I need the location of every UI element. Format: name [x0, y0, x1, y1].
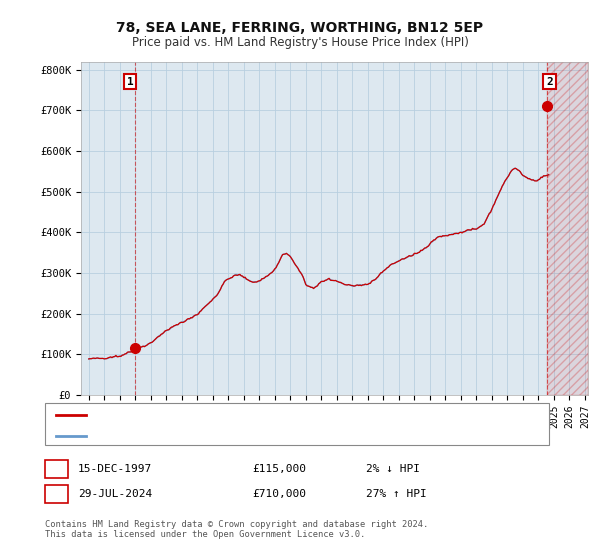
Text: 2: 2 — [546, 77, 553, 87]
Text: £115,000: £115,000 — [252, 464, 306, 474]
Text: 29-JUL-2024: 29-JUL-2024 — [78, 489, 152, 499]
Text: HPI: Average price, detached house, Arun: HPI: Average price, detached house, Arun — [91, 431, 331, 441]
Text: Contains HM Land Registry data © Crown copyright and database right 2024.
This d: Contains HM Land Registry data © Crown c… — [45, 520, 428, 539]
Text: 1: 1 — [53, 463, 60, 476]
Text: Price paid vs. HM Land Registry's House Price Index (HPI): Price paid vs. HM Land Registry's House … — [131, 36, 469, 49]
Text: 2: 2 — [53, 487, 60, 501]
Text: 78, SEA LANE, FERRING, WORTHING, BN12 5EP: 78, SEA LANE, FERRING, WORTHING, BN12 5E… — [116, 21, 484, 35]
Text: 1: 1 — [127, 77, 133, 87]
Text: 27% ↑ HPI: 27% ↑ HPI — [366, 489, 427, 499]
Text: £710,000: £710,000 — [252, 489, 306, 499]
Text: 15-DEC-1997: 15-DEC-1997 — [78, 464, 152, 474]
Text: 78, SEA LANE, FERRING, WORTHING, BN12 5EP (detached house): 78, SEA LANE, FERRING, WORTHING, BN12 5E… — [91, 410, 439, 420]
Text: 2% ↓ HPI: 2% ↓ HPI — [366, 464, 420, 474]
